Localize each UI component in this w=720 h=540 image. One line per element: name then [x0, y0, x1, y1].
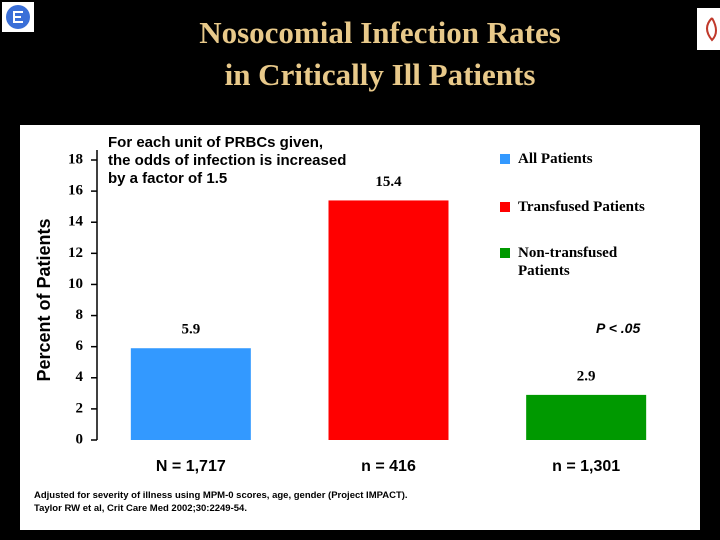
legend-label: Non-transfused Patients — [518, 245, 618, 279]
y-tick-label: 6 — [76, 338, 84, 354]
footnote: Taylor RW et al, Crit Care Med 2002;30:2… — [34, 503, 247, 514]
nav-icon-glyph — [13, 11, 23, 23]
y-tick-label: 14 — [68, 214, 84, 230]
y-tick-label: 18 — [68, 151, 83, 167]
x-tick-label: n = 416 — [361, 458, 416, 475]
legend-item: All Patients — [500, 150, 718, 168]
legend-item: Transfused Patients — [500, 198, 718, 216]
footnote: Adjusted for severity of illness using M… — [34, 490, 408, 501]
x-tick-label: N = 1,717 — [156, 458, 226, 475]
legend-swatch — [500, 248, 510, 258]
legend-label: Transfused Patients — [518, 199, 645, 215]
value-label: 5.9 — [181, 322, 200, 338]
title: in Critically Ill Patients — [224, 57, 536, 92]
y-tick-label: 16 — [68, 183, 84, 199]
legend-swatch — [500, 154, 510, 164]
logo-box — [697, 8, 720, 50]
y-tick-label: 12 — [68, 245, 83, 261]
y-axis-label: Percent of Patients — [34, 218, 54, 381]
y-tick-label: 4 — [76, 369, 84, 385]
legend-label: All Patients — [518, 151, 593, 167]
p-value: P < .05 — [596, 320, 641, 336]
value-label: 15.4 — [375, 174, 402, 190]
bar — [328, 200, 449, 440]
value-label: 2.9 — [577, 368, 596, 384]
title: Nosocomial Infection Rates — [199, 15, 561, 50]
y-tick-label: 10 — [68, 276, 83, 292]
y-tick-label: 8 — [76, 307, 84, 323]
y-tick-label: 2 — [76, 400, 84, 416]
legend-swatch — [500, 202, 510, 212]
annotation: For each unit of PRBCs given, the odds o… — [108, 134, 347, 187]
bar — [130, 348, 251, 440]
x-tick-label: n = 1,301 — [552, 458, 620, 475]
legend-item: Non-transfused Patients — [500, 244, 648, 280]
logo — [706, 17, 717, 42]
y-tick-label: 0 — [76, 431, 84, 447]
bar — [526, 394, 647, 440]
